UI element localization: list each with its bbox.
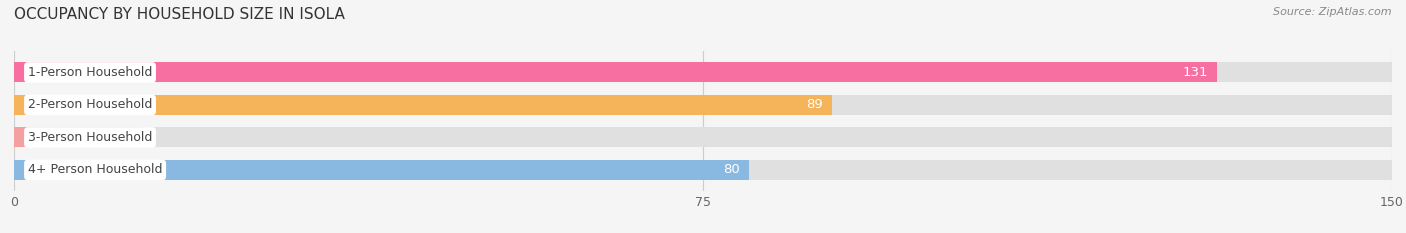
Bar: [14, 95, 831, 115]
Bar: [14, 95, 1392, 115]
Bar: [14, 127, 142, 147]
Text: 4+ Person Household: 4+ Person Household: [28, 163, 162, 176]
Text: Source: ZipAtlas.com: Source: ZipAtlas.com: [1274, 7, 1392, 17]
Text: 14: 14: [117, 131, 134, 144]
Text: 3-Person Household: 3-Person Household: [28, 131, 152, 144]
Bar: [14, 160, 1392, 180]
Text: 89: 89: [806, 98, 823, 111]
Bar: [14, 62, 1392, 82]
Bar: [14, 160, 749, 180]
Text: 1-Person Household: 1-Person Household: [28, 66, 152, 79]
Text: 80: 80: [723, 163, 740, 176]
Bar: [14, 127, 1392, 147]
Text: OCCUPANCY BY HOUSEHOLD SIZE IN ISOLA: OCCUPANCY BY HOUSEHOLD SIZE IN ISOLA: [14, 7, 344, 22]
Text: 131: 131: [1182, 66, 1208, 79]
Text: 2-Person Household: 2-Person Household: [28, 98, 152, 111]
Bar: [14, 62, 1218, 82]
